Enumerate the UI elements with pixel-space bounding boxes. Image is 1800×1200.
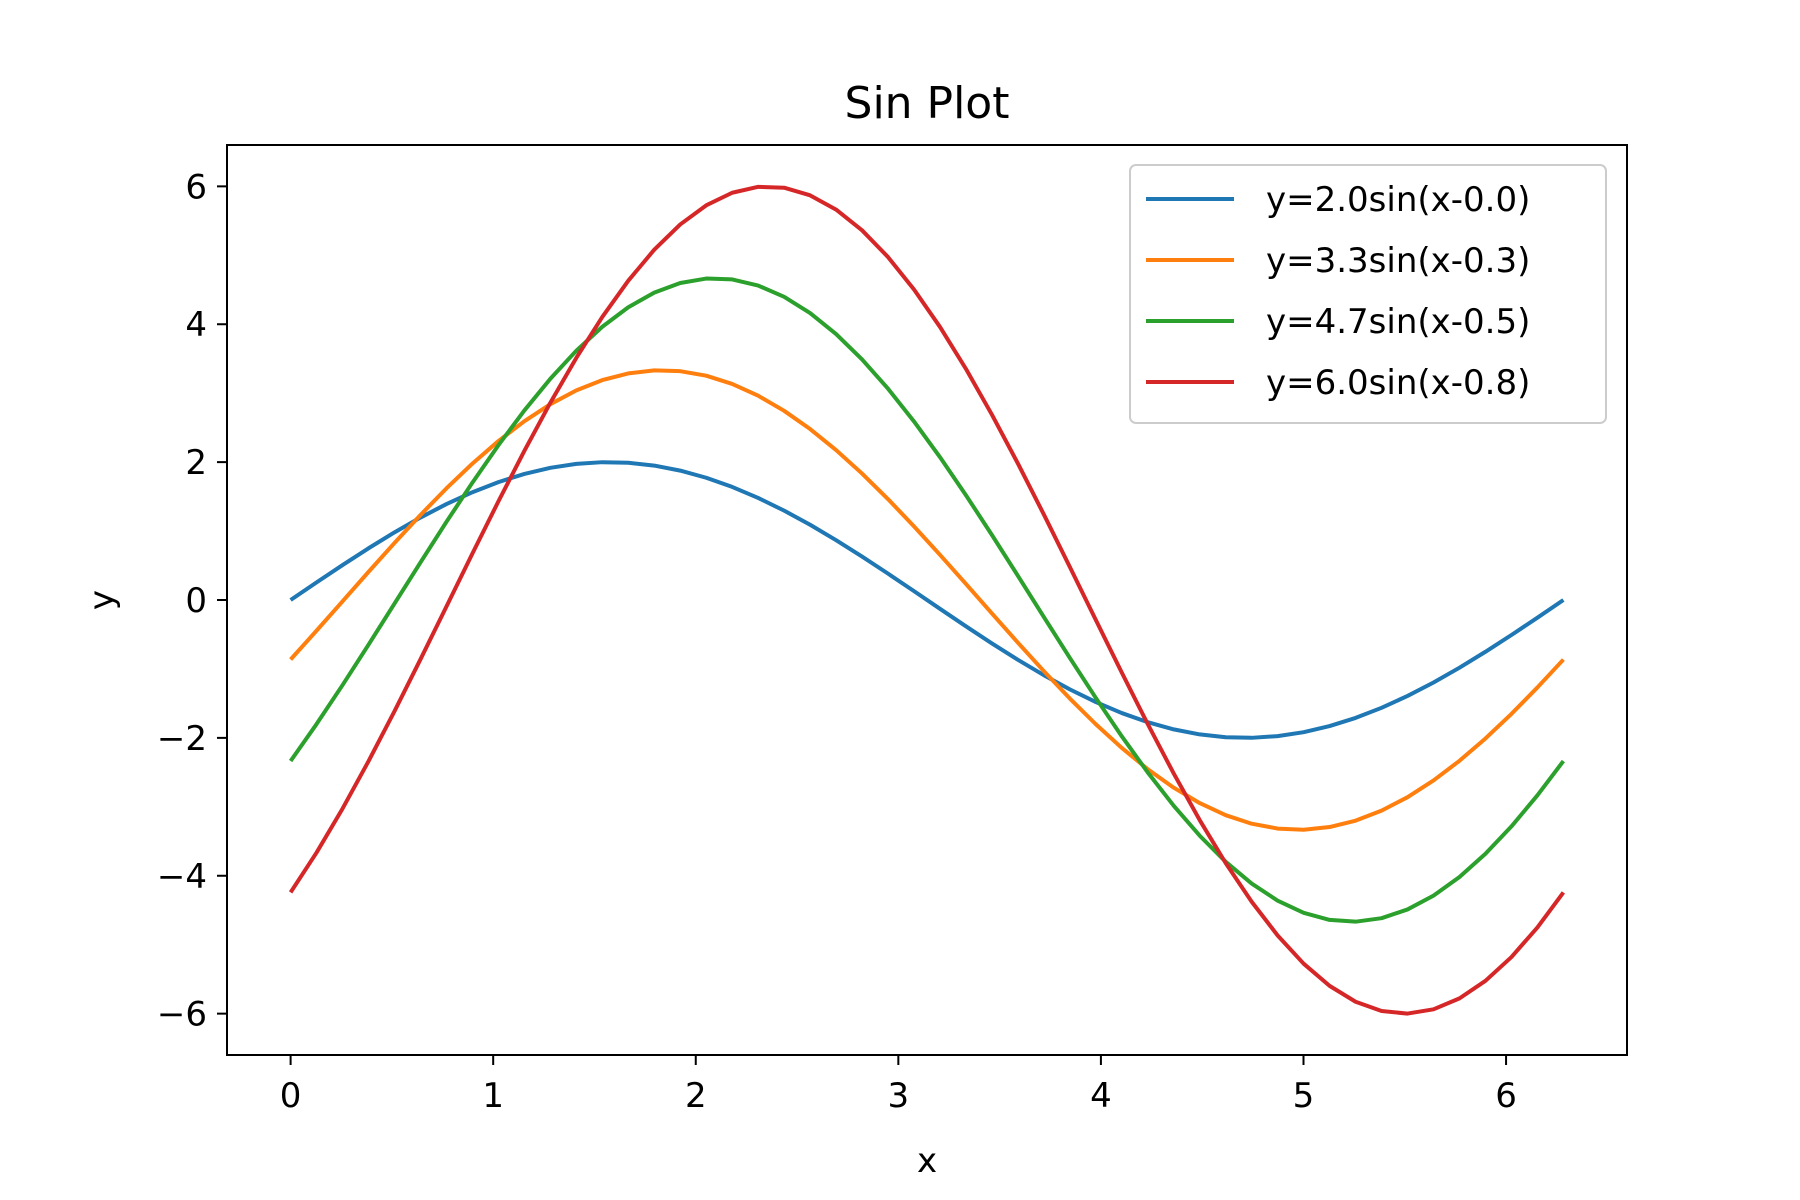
x-tick-label: 0 [280,1076,302,1116]
legend-box [1129,164,1607,424]
legend-label: y=4.7sin(x-0.5) [1266,302,1530,342]
x-tick-label: 2 [685,1076,707,1116]
x-tick-label: 3 [888,1076,910,1116]
y-tick-label: 0 [185,581,207,621]
chart-title: Sin Plot [845,78,1010,129]
y-axis-label: y [82,590,122,610]
y-tick-label: −6 [157,995,207,1035]
series-line-4 [288,184,1565,1016]
series-line-3 [288,276,1565,924]
legend-label: y=3.3sin(x-0.3) [1266,241,1530,281]
y-tick-label: −2 [157,719,207,759]
legend: y=2.0sin(x-0.0) y=3.3sin(x-0.3) y=4.7sin(x… [1129,164,1607,424]
series-line-1 [289,460,1565,740]
legend-label: y=2.0sin(x-0.0) [1266,180,1530,220]
y-tick-label: −4 [157,857,207,897]
x-axis-label: x [917,1141,937,1181]
x-tick-label: 6 [1495,1076,1517,1116]
y-tick-label: 6 [185,167,207,207]
plot-area [288,184,1565,1016]
y-tick-label: 2 [185,443,207,483]
y-tick-label: 4 [185,305,207,345]
x-tick-label: 1 [482,1076,504,1116]
x-tick-label: 5 [1293,1076,1315,1116]
axis-ticks: 0 1 2 3 4 5 6 −6 −4 −2 0 2 4 6 [157,167,1517,1116]
legend-label: y=6.0sin(x-0.8) [1266,363,1530,403]
axes-frame [226,144,1628,1056]
x-tick-label: 4 [1090,1076,1112,1116]
